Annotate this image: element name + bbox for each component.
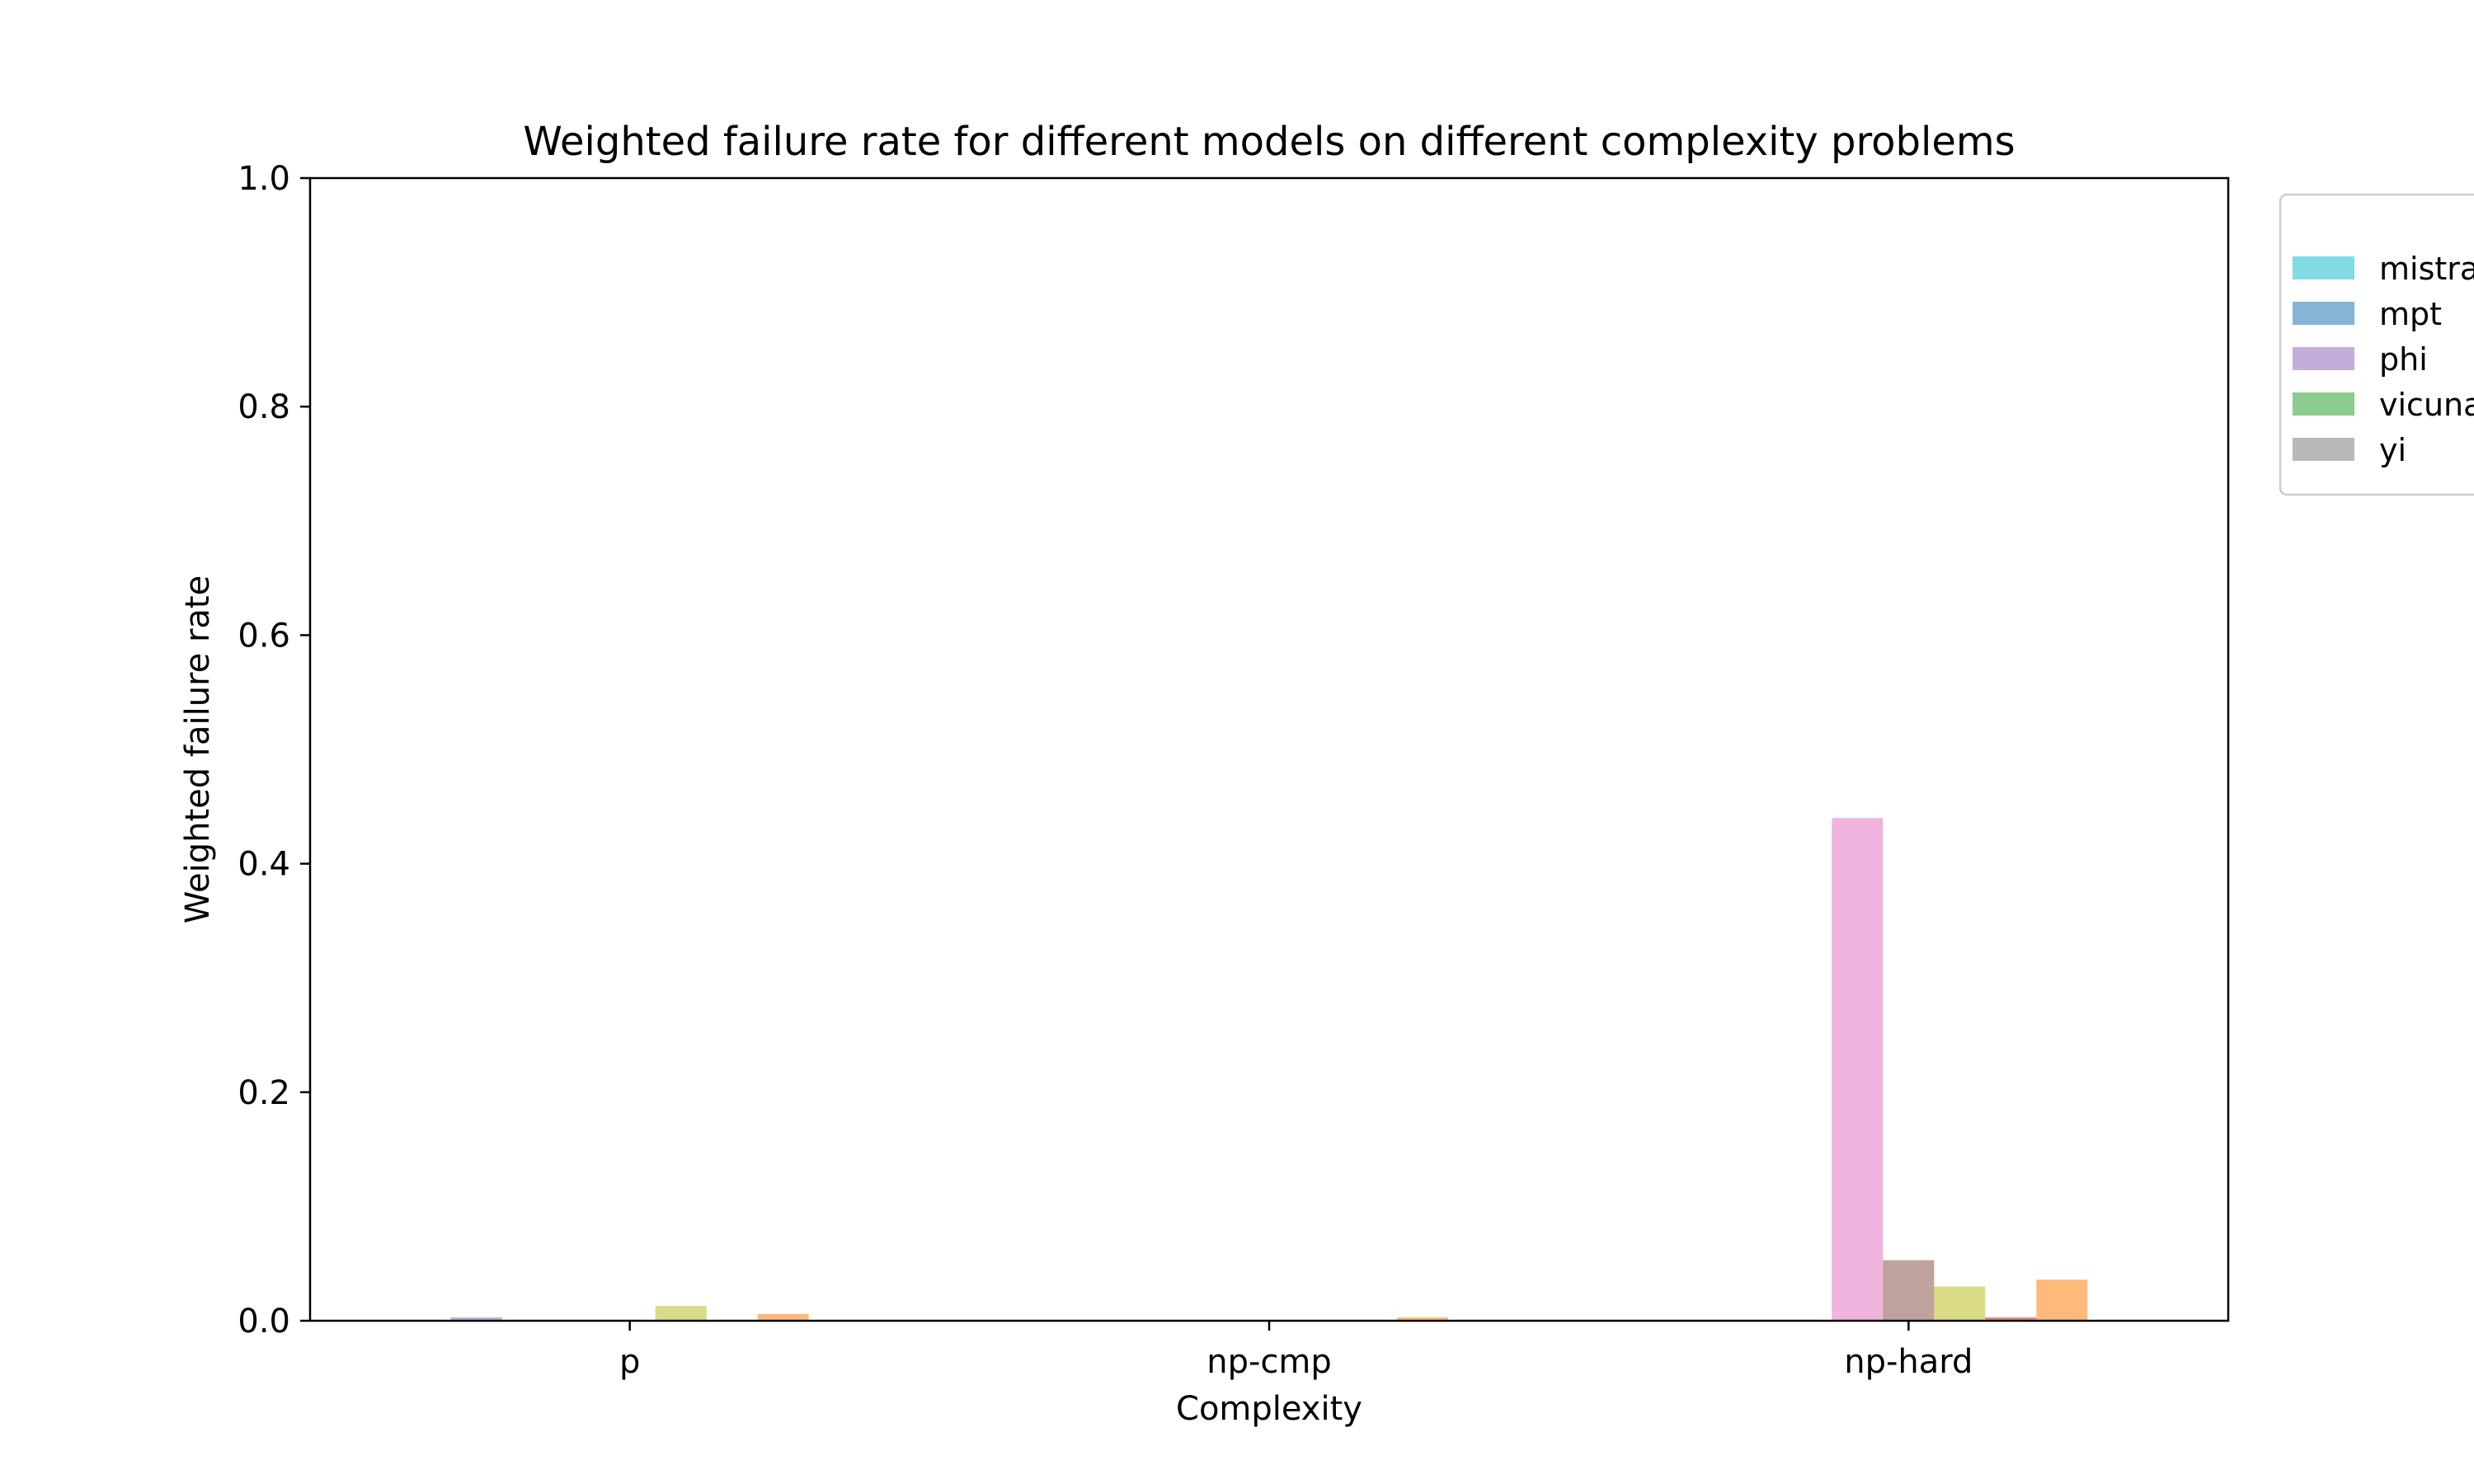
y-tick-label: 0.8	[238, 388, 290, 426]
bar	[1832, 818, 1884, 1321]
y-tick-label: 0.0	[238, 1303, 290, 1341]
legend-label: mistral	[2379, 251, 2474, 287]
legend-swatch	[2293, 392, 2354, 416]
x-tick-label: np-cmp	[1206, 1343, 1332, 1381]
bar	[1397, 1317, 1448, 1321]
legend-swatch	[2293, 256, 2354, 279]
legend-label: yi	[2379, 432, 2406, 468]
legend-swatch	[2293, 438, 2354, 461]
bar	[655, 1305, 707, 1321]
x-tick-label: p	[619, 1343, 640, 1381]
legend: mistral mpt phi vicuna yi	[2279, 193, 2474, 496]
plot-background	[310, 178, 2228, 1321]
legend-swatch	[2293, 347, 2354, 370]
y-tick-label: 0.4	[238, 846, 290, 884]
y-tick-label: 0.6	[238, 617, 290, 655]
bars-group	[450, 818, 2088, 1321]
y-tick-label: 1.0	[238, 160, 290, 198]
legend-label: vicuna	[2379, 387, 2474, 423]
x-tick-label: np-hard	[1844, 1343, 1973, 1381]
legend-label: phi	[2379, 341, 2428, 378]
chart-title: Weighted failure rate for different mode…	[523, 119, 2015, 165]
x-axis: p np-cmp np-hard	[619, 1321, 1973, 1381]
bar	[2036, 1280, 2088, 1321]
bar	[450, 1317, 502, 1321]
bar	[757, 1313, 809, 1321]
y-axis: 0.0 0.2 0.4 0.6 0.8 1.0	[238, 160, 310, 1341]
y-axis-label: Weighted failure rate	[179, 575, 217, 923]
x-axis-label: Complexity	[1176, 1390, 1362, 1428]
y-tick-label: 0.2	[238, 1074, 290, 1112]
legend-label: mpt	[2379, 296, 2442, 332]
bar	[1934, 1286, 1986, 1321]
bar	[1985, 1317, 2037, 1321]
bar	[1883, 1260, 1935, 1321]
legend-swatch	[2293, 302, 2354, 325]
